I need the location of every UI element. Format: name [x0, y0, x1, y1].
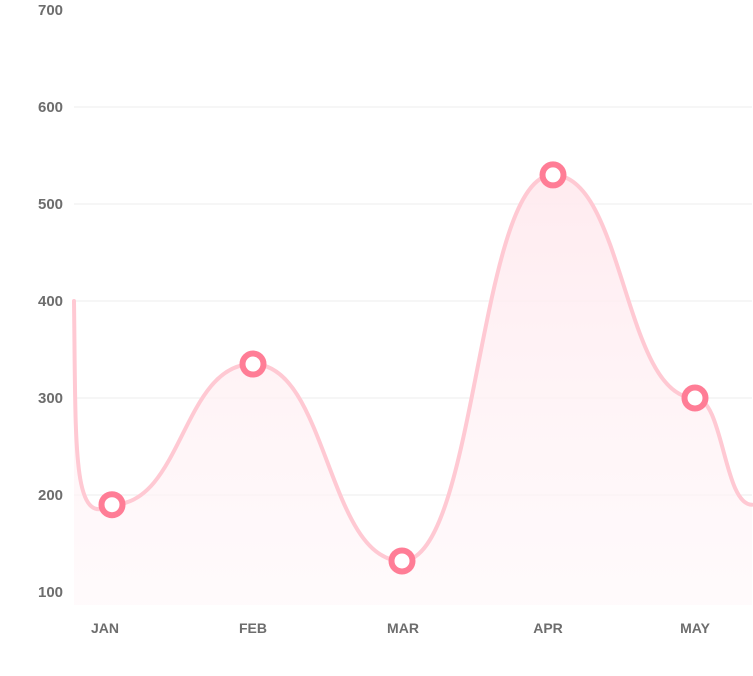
y-tick-label-100: 100: [38, 584, 63, 601]
y-tick-label-600: 600: [38, 99, 63, 116]
area-fill-layer: [74, 174, 752, 605]
y-tick-label-500: 500: [38, 196, 63, 213]
data-point-feb[interactable]: [239, 350, 267, 378]
data-point-jan[interactable]: [98, 491, 126, 519]
x-tick-label-feb: FEB: [239, 620, 267, 636]
y-tick-label-700: 700: [38, 2, 63, 19]
y-axis-ticks: 100 200 300 400 500 600 700: [38, 2, 63, 601]
x-tick-label-jan: JAN: [91, 620, 119, 636]
y-tick-label-300: 300: [38, 390, 63, 407]
x-axis-ticks: JAN FEB MAR APR MAY: [91, 620, 711, 636]
data-point-mar[interactable]: [388, 547, 416, 575]
y-tick-label-200: 200: [38, 487, 63, 504]
x-tick-label-may: MAY: [680, 620, 710, 636]
data-point-may[interactable]: [681, 384, 709, 412]
y-tick-label-400: 400: [38, 293, 63, 310]
x-tick-label-apr: APR: [533, 620, 563, 636]
x-tick-label-mar: MAR: [387, 620, 419, 636]
area-fill: [74, 174, 752, 605]
data-markers: [98, 161, 709, 575]
data-point-apr[interactable]: [539, 161, 567, 189]
